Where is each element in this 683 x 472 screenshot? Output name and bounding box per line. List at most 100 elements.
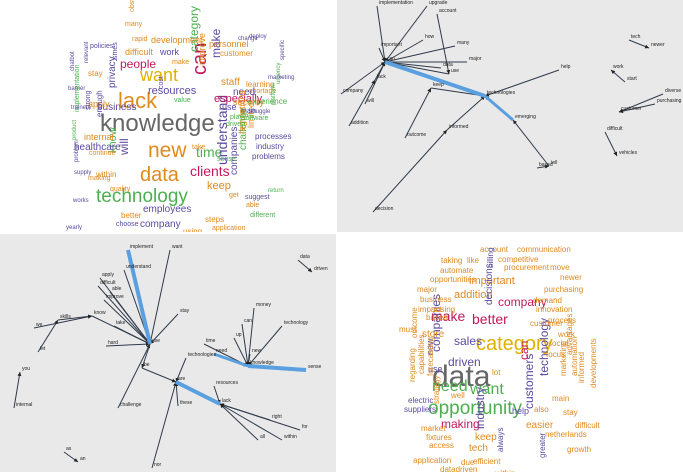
cloud1-word: continue (89, 150, 116, 157)
cloud2-word: marketing (559, 340, 568, 376)
cloud2-word: market (421, 424, 446, 433)
cloud2-word: work (558, 330, 575, 339)
graph-node-label: need (216, 348, 227, 354)
graph-edge (97, 285, 151, 345)
cloud2-word: procurement (504, 263, 549, 272)
network-graph-1: implementation upgrade account tech newer imp… (340, 0, 682, 213)
cloud2-word: strategy (432, 375, 441, 404)
graph-node-label: as (66, 446, 72, 452)
cloud1-word: using (183, 227, 203, 233)
graph-edge (33, 314, 93, 329)
cloud1-word: works (73, 198, 89, 204)
cloud1-word: keep (207, 180, 231, 192)
cloud2-word: innovation (536, 305, 573, 314)
graph-node-label: how (425, 34, 435, 40)
graph-node-label: internal (16, 402, 32, 408)
cloud1-word: chatbot (70, 51, 76, 71)
cloud1-word: struggle (249, 109, 271, 115)
graph-node-label: be (144, 362, 150, 368)
cloud2-word: communication (517, 245, 571, 254)
cloud2-word: competitive (498, 255, 539, 264)
graph-node-label: challenge (120, 402, 142, 408)
graph-node-label: account (439, 8, 457, 14)
graph-edge-strong (126, 249, 152, 345)
cloud2-word: also (534, 405, 549, 414)
cloud2-word: major (417, 285, 438, 294)
graph-edge (117, 343, 151, 409)
cloud1-word: yearly (66, 225, 83, 231)
cloud2-word: demand (533, 296, 562, 305)
cloud1-word: technology (96, 186, 188, 207)
graph-edge-strong (384, 60, 486, 98)
graph-node-label: technology (284, 320, 309, 326)
cloud1-word: staff (221, 77, 240, 88)
graph-edge (348, 79, 376, 127)
cloud2-word: data (432, 360, 491, 393)
cloud2-word: move (550, 263, 570, 272)
cloud1-word: better (121, 211, 142, 220)
graph-node-label: lack (377, 74, 386, 80)
cloud2-word: using (436, 305, 456, 314)
cloud1-word: shortage (249, 88, 277, 95)
cloud2-word: automate (440, 266, 474, 275)
cloud2-word: fixtures (426, 433, 452, 442)
cloud1-word: need (233, 87, 256, 98)
cloud1-word: new (148, 139, 187, 162)
graph-node-label: work (613, 64, 624, 70)
graph-node-label: nor (154, 462, 162, 468)
graph-edge (404, 87, 432, 139)
cloud2-word: customer (530, 319, 563, 328)
cloud1-word: privacy (107, 56, 118, 88)
cloud2-word: developments (589, 338, 598, 388)
graph-edge (141, 343, 151, 369)
cloud1-word: people (120, 57, 157, 71)
graph-node-label: customer (621, 106, 642, 112)
graph-edge (105, 342, 151, 347)
cloud2-word: use (428, 364, 443, 374)
graph-node-label: want (172, 244, 183, 250)
word-cloud-panel-1: knowledge new lack can want data technology tim… (0, 0, 336, 232)
cloud2-word: suppliers (404, 405, 437, 414)
graph-node-label: improve (106, 294, 124, 300)
graph-edge (364, 61, 386, 105)
graph-node-label: newer (651, 42, 665, 48)
graph-node-label: addition (351, 120, 369, 126)
graph-node-label: important (381, 42, 402, 48)
graph-edge-strong (484, 94, 514, 122)
graph-node-label: within (284, 434, 297, 440)
graph-edge-strong (175, 380, 221, 406)
cloud1-word: rapid (132, 36, 148, 43)
cloud2-word: better (472, 311, 508, 327)
cloud2-word: like (467, 256, 480, 265)
cloud1-word: choose (116, 221, 139, 228)
cloud1-word: difficult (125, 47, 153, 57)
graph-node-label: resources (216, 380, 238, 386)
graph-node-label: data (300, 254, 310, 260)
graph-node-label: know (94, 310, 106, 316)
cloud1-word: enough (95, 90, 104, 117)
graph-edge (372, 129, 448, 213)
cloud1-word: relevant (84, 41, 90, 63)
graph-edge (610, 69, 626, 83)
graph-edge (141, 367, 177, 383)
graph-node-label: many (457, 40, 470, 46)
graph-edge (297, 259, 313, 273)
graph-edge (37, 319, 59, 353)
cloud1-word: change (238, 36, 258, 42)
cloud1-word: especially (214, 93, 263, 105)
cloud1-word: stay (88, 69, 103, 78)
graph-edge-strong (213, 352, 249, 368)
graph-node-label: let (40, 346, 46, 352)
cloud1-word: make (172, 59, 190, 66)
graph-node-label: diverse (665, 88, 681, 94)
cloud1-word: deploy (249, 34, 267, 40)
graph-edge (13, 371, 22, 409)
graph-node-label: technologies (487, 90, 516, 96)
cloud2-word: well (451, 391, 465, 400)
graph-node-label: new (252, 348, 262, 354)
graph-edge (618, 103, 656, 114)
cloud1-word: industry (256, 142, 285, 151)
graph-node-label: right (272, 414, 282, 420)
graph-edge (446, 95, 486, 131)
graph-edge (340, 61, 386, 95)
